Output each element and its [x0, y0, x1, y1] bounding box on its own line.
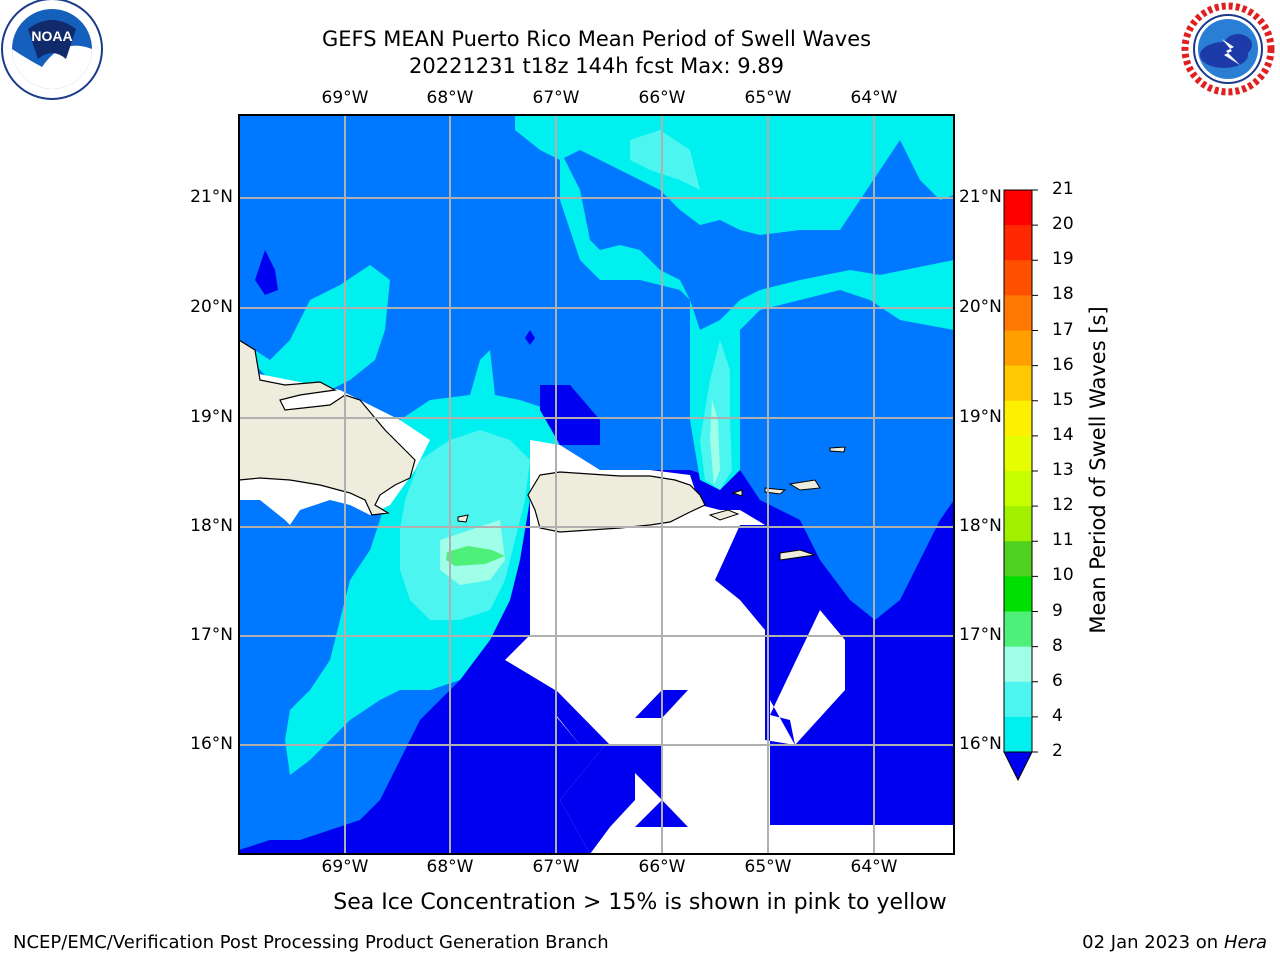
lon-label-bottom: 66°W [638, 857, 686, 877]
lon-label-bottom: 68°W [426, 857, 474, 877]
colorbar-segment [1004, 330, 1032, 367]
colorbar-tick-label: 11 [1052, 530, 1074, 551]
no-data-area [239, 370, 954, 854]
colorbar-tick-label: 20 [1052, 214, 1074, 235]
lon-label-bottom: 67°W [532, 857, 580, 877]
lon-label-top: 67°W [532, 88, 580, 108]
lon-label-bottom: 64°W [850, 857, 898, 877]
colorbar-tick-label: 4 [1052, 705, 1063, 726]
field-level-6-west [239, 265, 390, 395]
chart-subtitle: 20221231 t18z 144h fcst Max: 9.89 [409, 54, 784, 78]
no-data-inner-blue-2 [556, 690, 662, 854]
field-level-10 [446, 546, 505, 566]
colorbar-tick-label: 12 [1052, 495, 1074, 516]
colorbar-segment [1004, 471, 1032, 507]
chart-title: GEFS MEAN Puerto Rico Mean Period of Swe… [321, 27, 872, 51]
lat-label-right: 18°N [959, 516, 1002, 536]
lat-label-left: 21°N [190, 187, 233, 207]
colorbar-segment [1004, 190, 1032, 226]
colorbar-tick-label: 17 [1052, 319, 1074, 340]
colorbar-segment [1004, 260, 1032, 296]
colorbar-segment [1004, 716, 1032, 753]
colorbar-tick-label: 8 [1052, 635, 1063, 656]
lat-label-left: 17°N [190, 625, 233, 645]
field-level-8 [400, 130, 732, 620]
colorbar-tick-label: 2 [1052, 741, 1063, 761]
colorbar-tick-label: 10 [1052, 565, 1074, 586]
colorbar-tick-label: 18 [1052, 284, 1074, 305]
colorbar-underflow-arrow [1003, 751, 1033, 782]
colorbar-tick-label: 21 [1052, 179, 1074, 199]
colorbar-segment [1004, 400, 1032, 437]
footer-credit: NCEP/EMC/Verification Post Processing Pr… [13, 932, 609, 953]
colorbar-segment [1004, 541, 1032, 577]
field-level-6-north [515, 115, 954, 235]
map-gridlines [239, 115, 954, 854]
colorbar-tick-label: 19 [1052, 249, 1074, 270]
colorbar-segment [1004, 365, 1032, 402]
sea-ice-note: Sea Ice Concentration > 15% is shown in … [333, 890, 947, 915]
colorbar [1003, 189, 1038, 782]
map-field [239, 115, 954, 854]
colorbar-tick-label: 15 [1052, 389, 1074, 410]
lat-label-left: 16°N [190, 734, 233, 754]
footer-date: 02 Jan 2023 on Hera [1082, 932, 1267, 953]
lat-label-right: 17°N [959, 625, 1002, 645]
colorbar-segment [1004, 646, 1032, 683]
colorbar-segment [1004, 435, 1032, 472]
colorbar-tick-label: 6 [1052, 670, 1063, 691]
colorbar-tick-label: 13 [1052, 460, 1074, 480]
lat-label-right: 16°N [959, 734, 1002, 754]
lon-label-top: 66°W [638, 88, 686, 108]
lon-label-bottom: 65°W [744, 857, 792, 877]
lat-label-left: 18°N [190, 516, 233, 536]
colorbar-segment [1004, 611, 1032, 648]
colorbar-segment [1004, 681, 1032, 718]
lon-label-top: 65°W [744, 88, 792, 108]
field-level-2-spot [255, 250, 600, 445]
footer-host: Hera [1223, 932, 1267, 953]
colorbar-tick-label: 9 [1052, 600, 1063, 621]
colorbar-segment [1004, 295, 1032, 331]
lon-label-top: 68°W [426, 88, 474, 108]
hispaniola-land [239, 339, 416, 516]
colorbar-segment [1004, 576, 1032, 612]
colorbar-title: Mean Period of Swell Waves [s] [1086, 306, 1110, 634]
lat-label-left: 19°N [190, 407, 233, 427]
colorbar-segment [1004, 225, 1032, 261]
field-level-9 [440, 400, 720, 585]
colorbar-tick-label: 16 [1052, 354, 1074, 375]
lat-label-left: 20°N [190, 297, 233, 317]
colorbar-tick-label: 14 [1052, 424, 1074, 445]
lon-label-top: 69°W [321, 88, 369, 108]
virgin-islands [457, 446, 846, 561]
lon-label-bottom: 69°W [321, 857, 369, 877]
lat-label-right: 21°N [959, 187, 1002, 207]
lat-label-right: 20°N [959, 297, 1002, 317]
lat-label-right: 19°N [959, 407, 1002, 427]
colorbar-segment [1004, 506, 1032, 542]
footer-date-text: 02 Jan 2023 on [1082, 932, 1219, 953]
map-frame [238, 114, 955, 855]
lon-label-top: 64°W [850, 88, 898, 108]
